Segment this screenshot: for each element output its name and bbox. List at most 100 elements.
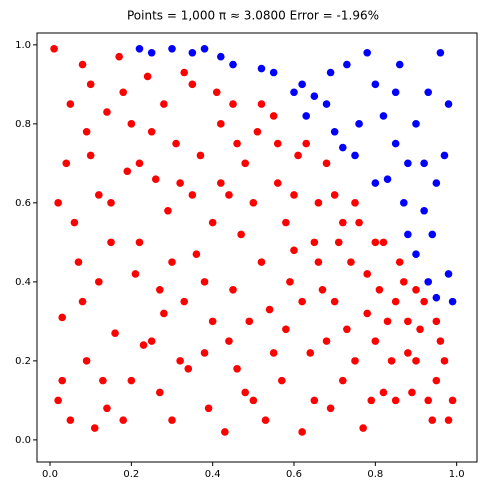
point <box>391 88 400 97</box>
point <box>400 199 408 207</box>
point <box>412 285 420 294</box>
plot-frame <box>36 32 478 463</box>
point <box>391 396 400 405</box>
point <box>318 285 327 294</box>
point <box>241 388 250 397</box>
point <box>424 396 433 405</box>
point <box>131 270 140 278</box>
point <box>363 48 372 57</box>
point <box>62 159 71 168</box>
point <box>420 206 428 215</box>
point <box>395 60 404 69</box>
point <box>404 317 412 326</box>
point <box>95 191 103 199</box>
point <box>168 416 176 424</box>
point <box>400 278 408 286</box>
point <box>359 424 367 432</box>
point <box>200 278 209 286</box>
point <box>404 349 412 357</box>
point <box>302 139 311 148</box>
y-tick-label: 0.8 <box>15 119 31 130</box>
point <box>115 52 123 61</box>
point <box>408 388 416 397</box>
point <box>200 45 209 53</box>
point <box>168 45 176 53</box>
point <box>371 179 380 187</box>
point <box>156 388 164 397</box>
point <box>379 238 388 247</box>
y-tick-label: 1.0 <box>15 40 31 51</box>
point <box>237 230 245 239</box>
point <box>355 120 363 128</box>
point <box>103 404 111 413</box>
point <box>188 191 197 199</box>
point <box>119 88 128 97</box>
point <box>261 416 270 424</box>
point <box>322 159 331 168</box>
point <box>188 80 197 89</box>
point <box>420 297 428 306</box>
point <box>212 88 221 97</box>
point <box>412 250 420 259</box>
point <box>78 60 87 69</box>
point <box>339 376 347 385</box>
point <box>66 416 75 424</box>
point <box>253 127 262 136</box>
point <box>298 297 306 306</box>
point <box>180 297 189 306</box>
point <box>229 60 237 69</box>
point <box>196 151 205 160</box>
point <box>54 199 62 207</box>
point <box>86 151 95 160</box>
point <box>217 179 225 187</box>
point <box>383 175 392 183</box>
point <box>310 396 319 405</box>
point <box>229 285 237 294</box>
point <box>371 337 380 345</box>
point <box>424 88 433 97</box>
point <box>257 64 266 73</box>
point <box>257 258 266 266</box>
point <box>290 191 298 199</box>
y-tick-label: 0.2 <box>15 356 31 367</box>
point <box>416 325 424 334</box>
point <box>436 337 445 345</box>
point <box>172 139 180 148</box>
point <box>241 159 250 168</box>
point <box>135 238 144 247</box>
point <box>330 297 339 306</box>
point <box>269 112 278 120</box>
y-tick-label: 0.6 <box>15 198 31 209</box>
point <box>135 45 144 53</box>
point <box>343 325 351 334</box>
point <box>233 364 241 373</box>
point <box>371 238 380 247</box>
point <box>107 199 115 207</box>
point <box>355 218 363 227</box>
x-tick-label: 0.8 <box>367 469 383 480</box>
point <box>82 357 91 365</box>
point <box>379 112 388 120</box>
point <box>330 127 339 136</box>
point <box>298 80 306 89</box>
point <box>184 364 193 373</box>
point <box>273 139 282 148</box>
point <box>160 309 168 318</box>
point <box>90 424 99 432</box>
point <box>139 341 148 349</box>
point <box>168 258 176 266</box>
point <box>151 175 160 183</box>
point <box>54 396 62 405</box>
point <box>180 68 189 77</box>
x-tick-label: 1.0 <box>449 469 465 480</box>
point <box>107 238 115 247</box>
point <box>269 68 278 77</box>
point <box>351 199 359 207</box>
point <box>208 218 217 227</box>
point <box>58 313 67 322</box>
point <box>225 191 233 199</box>
point <box>387 357 396 365</box>
point <box>330 191 339 199</box>
point <box>147 337 156 345</box>
point <box>448 297 457 306</box>
